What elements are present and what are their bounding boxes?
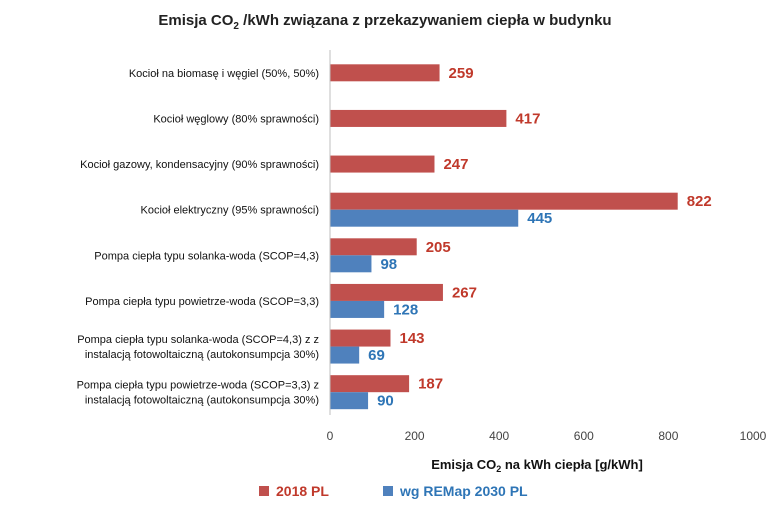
x-tick-label: 1000: [740, 429, 767, 443]
category-label: Kocioł elektryczny (95% sprawności): [140, 205, 319, 217]
data-label: 247: [443, 156, 468, 173]
category-label: Pompa ciepła typu solanka-woda (SCOP=4,3…: [94, 250, 319, 262]
category-label: Kocioł węglowy (80% sprawności): [153, 113, 319, 125]
data-label: 69: [368, 347, 385, 364]
data-label: 417: [515, 110, 540, 127]
bar: [330, 283, 443, 301]
bar: [330, 329, 391, 347]
data-label: 187: [418, 376, 443, 393]
category-label: Kocioł na biomasę i węgiel (50%, 50%): [129, 68, 319, 80]
bar: [330, 375, 410, 393]
data-label: 143: [399, 330, 424, 347]
data-label: 128: [393, 301, 418, 318]
legend-label: 2018 PL: [276, 483, 329, 499]
data-label: 822: [687, 193, 712, 210]
bar: [330, 255, 372, 273]
category-label: Pompa ciepła typu powietrze-woda (SCOP=3…: [77, 380, 319, 407]
data-label: 445: [527, 210, 552, 227]
category-label: Kocioł gazowy, kondensacyjny (90% sprawn…: [80, 159, 319, 171]
x-tick-label: 600: [574, 429, 594, 443]
bar: [330, 238, 417, 256]
bar: [330, 209, 519, 227]
data-label: 259: [449, 65, 474, 82]
category-label: Pompa ciepła typu powietrze-woda (SCOP=3…: [85, 296, 319, 308]
bar: [330, 300, 385, 318]
x-tick-label: 0: [327, 429, 334, 443]
category-label: Pompa ciepła typu solanka-woda (SCOP=4,3…: [77, 334, 319, 361]
legend-swatch: [383, 486, 393, 496]
x-tick-label: 200: [405, 429, 425, 443]
bar: [330, 192, 678, 210]
legend-swatch: [259, 486, 269, 496]
x-tick-label: 800: [658, 429, 678, 443]
chart-title: Emisja CO2 /kWh związana z przekazywanie…: [158, 12, 611, 32]
bar: [330, 109, 507, 127]
bar: [330, 64, 440, 82]
data-label: 98: [380, 256, 397, 273]
legend: 2018 PL wg REMap 2030 PL: [259, 483, 528, 499]
data-label: 90: [377, 393, 394, 410]
data-label: 205: [426, 239, 451, 256]
bar: [330, 392, 369, 410]
x-tick-label: 400: [489, 429, 509, 443]
x-axis-title: Emisja CO2 na kWh ciepła [g/kWh]: [431, 457, 643, 474]
bar: [330, 155, 435, 173]
data-label: 267: [452, 284, 477, 301]
legend-label: wg REMap 2030 PL: [399, 483, 528, 499]
bar: [330, 346, 360, 364]
